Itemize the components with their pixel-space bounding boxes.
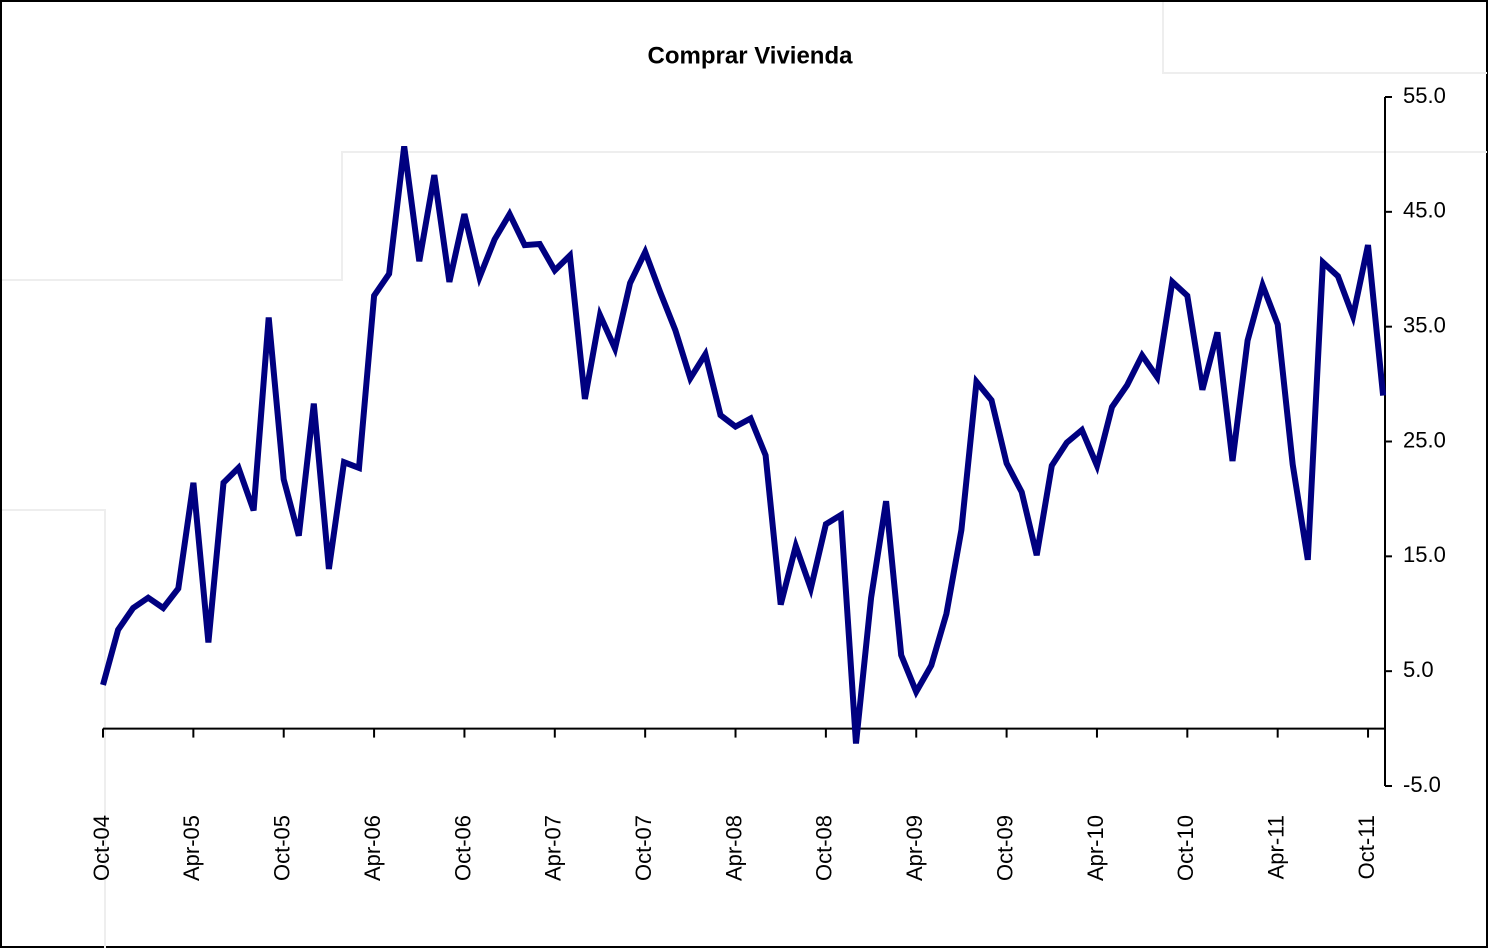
x-tick-label: Oct-07	[631, 815, 656, 881]
x-tick-label: Oct-04	[89, 815, 114, 881]
x-tick-label: Apr-05	[179, 815, 204, 881]
x-tick-label: Apr-07	[541, 815, 566, 881]
x-tick-label: Apr-06	[360, 815, 385, 881]
chart-title: Comprar Vivienda	[648, 42, 854, 69]
y-tick-label: 5.0	[1403, 657, 1434, 682]
y-tick-label: 15.0	[1403, 542, 1446, 567]
x-tick-label: Oct-10	[1173, 815, 1198, 881]
x-tick-label: Oct-08	[812, 815, 837, 881]
x-tick-label: Apr-09	[902, 815, 927, 881]
x-tick-label: Oct-05	[270, 815, 295, 881]
data-line	[100, 146, 1387, 744]
x-tick-label: Apr-11	[1263, 815, 1288, 879]
x-tick-label: Apr-08	[721, 815, 746, 881]
y-tick-label: 35.0	[1403, 312, 1446, 337]
x-tick-label: Oct-06	[450, 815, 475, 881]
x-tick-label: Apr-10	[1083, 815, 1108, 881]
y-tick-label: 25.0	[1403, 427, 1446, 452]
y-tick-label: -5.0	[1403, 772, 1441, 797]
y-tick-label: 55.0	[1403, 83, 1446, 108]
x-tick-label: Oct-11	[1354, 815, 1379, 879]
x-tick-label: Oct-09	[992, 815, 1017, 881]
y-tick-label: 45.0	[1403, 198, 1446, 223]
